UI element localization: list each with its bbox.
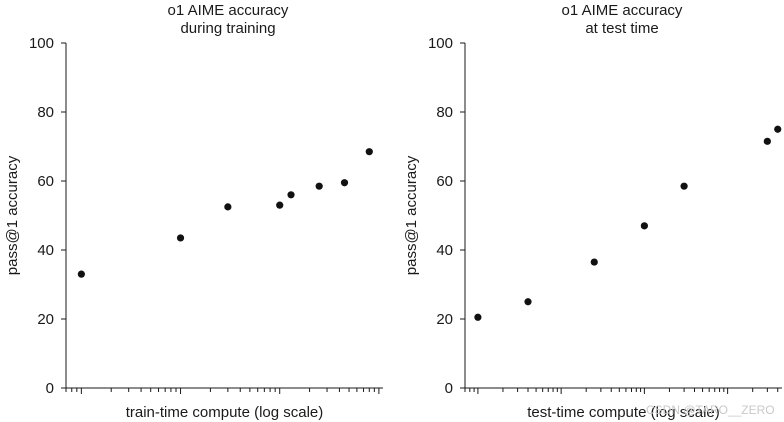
data-point — [590, 258, 598, 266]
data-point — [474, 313, 482, 321]
data-point — [224, 203, 232, 211]
y-tick-label: 80 — [37, 104, 54, 121]
y-tick-label: 0 — [445, 380, 453, 397]
chart-title-line: at test time — [585, 20, 658, 37]
data-point — [640, 222, 648, 230]
data-point — [774, 125, 782, 133]
x-axis-label: test-time compute (log scale) — [527, 404, 720, 421]
chart-title-line: o1 AIME accuracy — [562, 2, 683, 19]
y-tick-label: 40 — [436, 242, 453, 259]
data-point — [315, 182, 323, 190]
y-tick-label: 100 — [428, 35, 453, 52]
y-tick-label: 60 — [436, 173, 453, 190]
watermark: CSDN @TARO__ZERO — [646, 403, 775, 417]
y-tick-label: 40 — [37, 242, 54, 259]
y-tick-label: 100 — [29, 35, 54, 52]
data-point — [763, 137, 771, 145]
chart-title-line: during training — [180, 20, 275, 37]
y-tick-label: 80 — [436, 104, 453, 121]
y-axis-label: pass@1 accuracy — [403, 155, 420, 275]
data-point — [365, 148, 373, 156]
y-tick-label: 20 — [436, 311, 453, 328]
y-axis-label: pass@1 accuracy — [4, 155, 21, 275]
data-point — [340, 179, 349, 187]
y-tick-label: 20 — [37, 311, 54, 328]
y-tick-label: 0 — [46, 380, 54, 397]
data-point — [680, 182, 688, 190]
data-point — [77, 270, 85, 278]
data-point — [176, 234, 185, 242]
y-tick-label: 60 — [37, 173, 54, 190]
data-point — [276, 201, 284, 209]
data-point — [287, 191, 295, 199]
chart-title-line: o1 AIME accuracy — [168, 2, 289, 19]
x-axis-label: train-time compute (log scale) — [126, 404, 324, 421]
data-point — [524, 298, 532, 306]
